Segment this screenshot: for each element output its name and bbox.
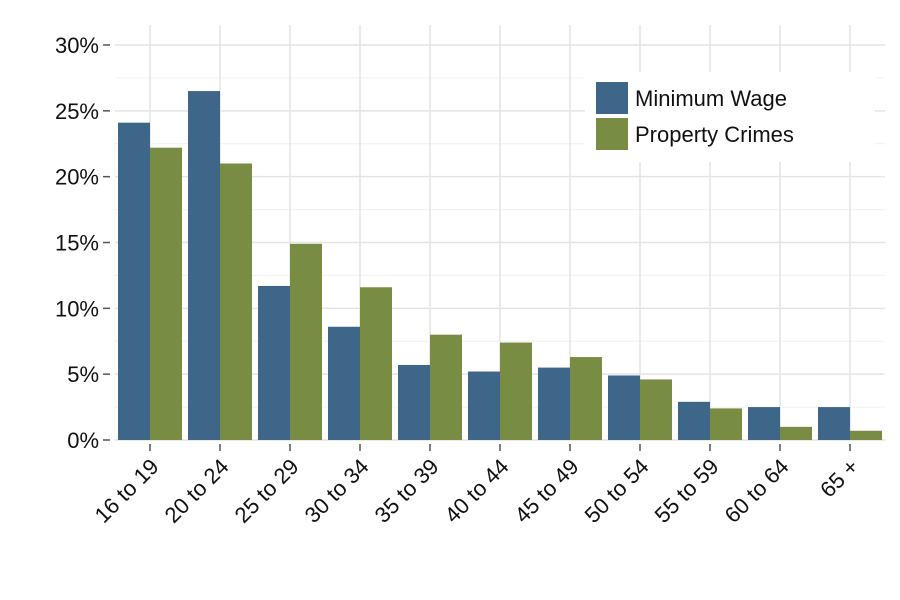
x-tick-label: 50 to 54	[580, 454, 654, 528]
legend-swatch	[596, 82, 628, 114]
bar-minimum-wage	[748, 407, 780, 440]
x-tick-label: 30 to 34	[300, 454, 374, 528]
y-tick-label: 5%	[67, 362, 99, 387]
bar-minimum-wage	[328, 326, 360, 440]
bar-property-crimes	[780, 426, 812, 440]
x-tick-label: 25 to 29	[230, 454, 304, 528]
bar-minimum-wage	[188, 91, 220, 440]
legend: Minimum Wage Property Crimes	[585, 72, 875, 162]
y-tick-label: 0%	[67, 428, 99, 453]
bar-property-crimes	[570, 357, 602, 440]
x-tick-label: 20 to 24	[160, 454, 234, 528]
bar-property-crimes	[710, 408, 742, 440]
x-tick-label: 60 to 64	[720, 454, 794, 528]
bar-minimum-wage	[538, 367, 570, 440]
y-tick-label: 25%	[55, 99, 99, 124]
y-axis: 0% 5% 10% 15% 20% 25% 30%	[55, 33, 110, 453]
bar-property-crimes	[850, 430, 882, 440]
bar-property-crimes	[360, 287, 392, 440]
legend-label: Minimum Wage	[635, 86, 787, 111]
x-tick-label: 16 to 19	[90, 454, 164, 528]
legend-swatch	[596, 118, 628, 150]
bar-property-crimes	[640, 379, 672, 440]
y-tick-label: 30%	[55, 33, 99, 58]
legend-label: Property Crimes	[635, 122, 794, 147]
bar-minimum-wage	[258, 285, 290, 440]
bar-property-crimes	[150, 147, 182, 440]
x-tick-label: 40 to 44	[440, 454, 514, 528]
bar-minimum-wage	[678, 401, 710, 440]
legend-background	[585, 72, 875, 162]
y-tick-label: 20%	[55, 165, 99, 190]
x-tick-label: 65 +	[815, 454, 863, 502]
bar-property-crimes	[220, 163, 252, 440]
bar-property-crimes	[500, 342, 532, 440]
bar-minimum-wage	[608, 375, 640, 440]
bar-minimum-wage	[398, 364, 430, 440]
x-tick-label: 55 to 59	[650, 454, 724, 528]
bar-property-crimes	[290, 243, 322, 440]
x-tick-label: 35 to 39	[370, 454, 444, 528]
bars	[118, 91, 882, 440]
y-tick-label: 15%	[55, 231, 99, 256]
bar-property-crimes	[430, 334, 462, 440]
bar-minimum-wage	[818, 407, 850, 440]
bar-minimum-wage	[118, 122, 150, 440]
bar-minimum-wage	[468, 371, 500, 440]
y-tick-label: 10%	[55, 296, 99, 321]
x-tick-label: 45 to 49	[510, 454, 584, 528]
